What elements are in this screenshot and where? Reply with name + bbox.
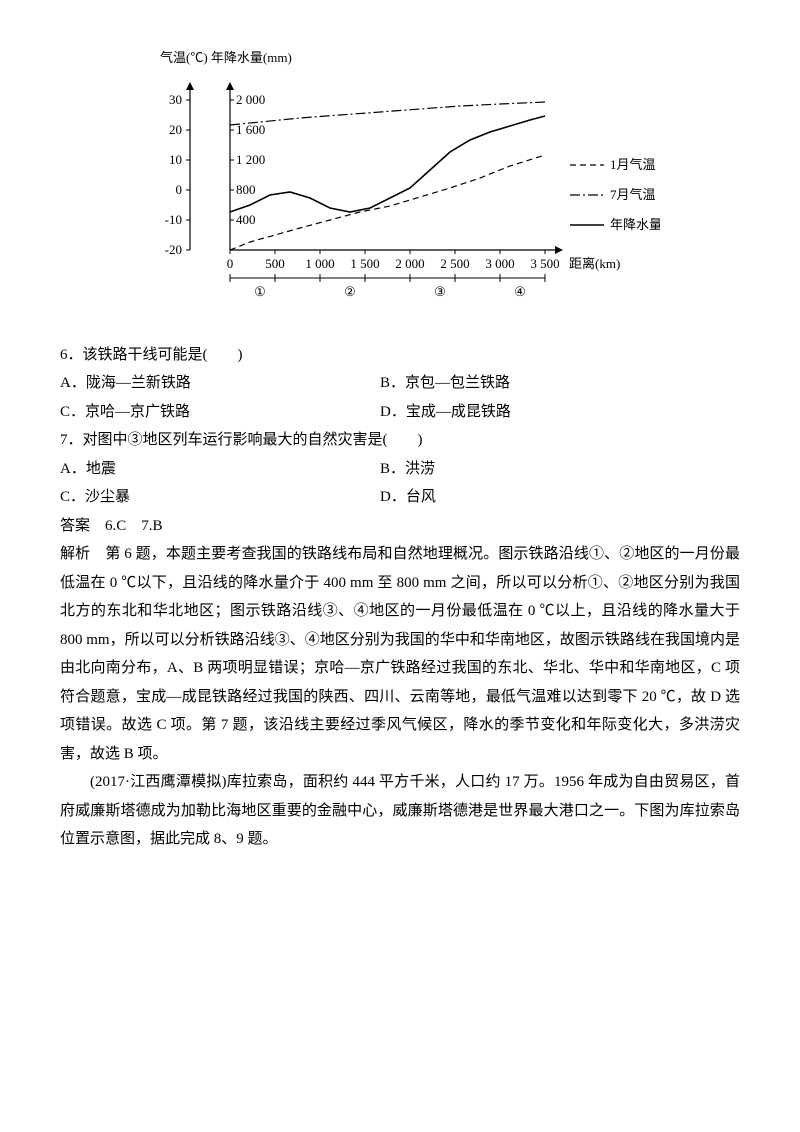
q7-opt-c: C．沙尘暴 <box>60 483 380 512</box>
svg-text:2 000: 2 000 <box>236 92 265 107</box>
svg-text:30: 30 <box>169 92 182 107</box>
q6-opt-a: A．陇海—兰新铁路 <box>60 369 380 398</box>
q7-opt-b: B．洪涝 <box>380 455 700 484</box>
passage-8-9: (2017·江西鹰潭模拟)库拉索岛，面积约 444 平方千米，人口约 17 万。… <box>60 768 740 854</box>
q7-stem: 7．对图中③地区列车运行影响最大的自然灾害是( ) <box>60 426 740 455</box>
explanation: 解析 第 6 题，本题主要考查我国的铁路线布局和自然地理概况。图示铁路沿线①、②… <box>60 540 740 768</box>
q6-stem: 6．该铁路干线可能是( ) <box>60 341 740 370</box>
svg-text:20: 20 <box>169 122 182 137</box>
svg-text:③: ③ <box>434 284 446 299</box>
q6-opt-b: B．京包—包兰铁路 <box>380 369 700 398</box>
svg-text:3 500: 3 500 <box>530 256 559 271</box>
svg-text:距离(km): 距离(km) <box>569 256 620 271</box>
svg-text:1 000: 1 000 <box>305 256 334 271</box>
svg-text:0: 0 <box>227 256 234 271</box>
svg-text:7月气温: 7月气温 <box>610 187 656 202</box>
answer-line: 答案 6.C 7.B <box>60 512 740 541</box>
svg-text:1 500: 1 500 <box>350 256 379 271</box>
svg-text:年降水量: 年降水量 <box>610 217 660 232</box>
q6-opt-c: C．京哈—京广铁路 <box>60 398 380 427</box>
svg-text:2 500: 2 500 <box>440 256 469 271</box>
climate-chart: 气温(℃) 年降水量(mm) -20 -10 0 10 20 30 400 800 1 200 1 … <box>100 40 740 331</box>
svg-text:500: 500 <box>265 256 285 271</box>
svg-text:1 200: 1 200 <box>236 152 265 167</box>
svg-text:10: 10 <box>169 152 182 167</box>
svg-text:1月气温: 1月气温 <box>610 157 656 172</box>
svg-text:400: 400 <box>236 212 256 227</box>
chart-svg: 气温(℃) 年降水量(mm) -20 -10 0 10 20 30 400 800 1 200 1 … <box>100 40 660 320</box>
svg-text:0: 0 <box>176 182 183 197</box>
q6-options: A．陇海—兰新铁路 B．京包—包兰铁路 C．京哈—京广铁路 D．宝成—成昆铁路 <box>60 369 740 426</box>
svg-text:-20: -20 <box>165 242 182 257</box>
svg-text:①: ① <box>254 284 266 299</box>
svg-text:3 000: 3 000 <box>485 256 514 271</box>
svg-text:-10: -10 <box>165 212 182 227</box>
svg-text:②: ② <box>344 284 356 299</box>
svg-text:1 600: 1 600 <box>236 122 265 137</box>
q7-options: A．地震 B．洪涝 C．沙尘暴 D．台风 <box>60 455 740 512</box>
svg-text:800: 800 <box>236 182 256 197</box>
q6-opt-d: D．宝成—成昆铁路 <box>380 398 700 427</box>
q7-opt-a: A．地震 <box>60 455 380 484</box>
q7-opt-d: D．台风 <box>380 483 700 512</box>
svg-text:气温(℃) 年降水量(mm): 气温(℃) 年降水量(mm) <box>160 50 292 65</box>
svg-text:④: ④ <box>514 284 526 299</box>
svg-text:2 000: 2 000 <box>395 256 424 271</box>
